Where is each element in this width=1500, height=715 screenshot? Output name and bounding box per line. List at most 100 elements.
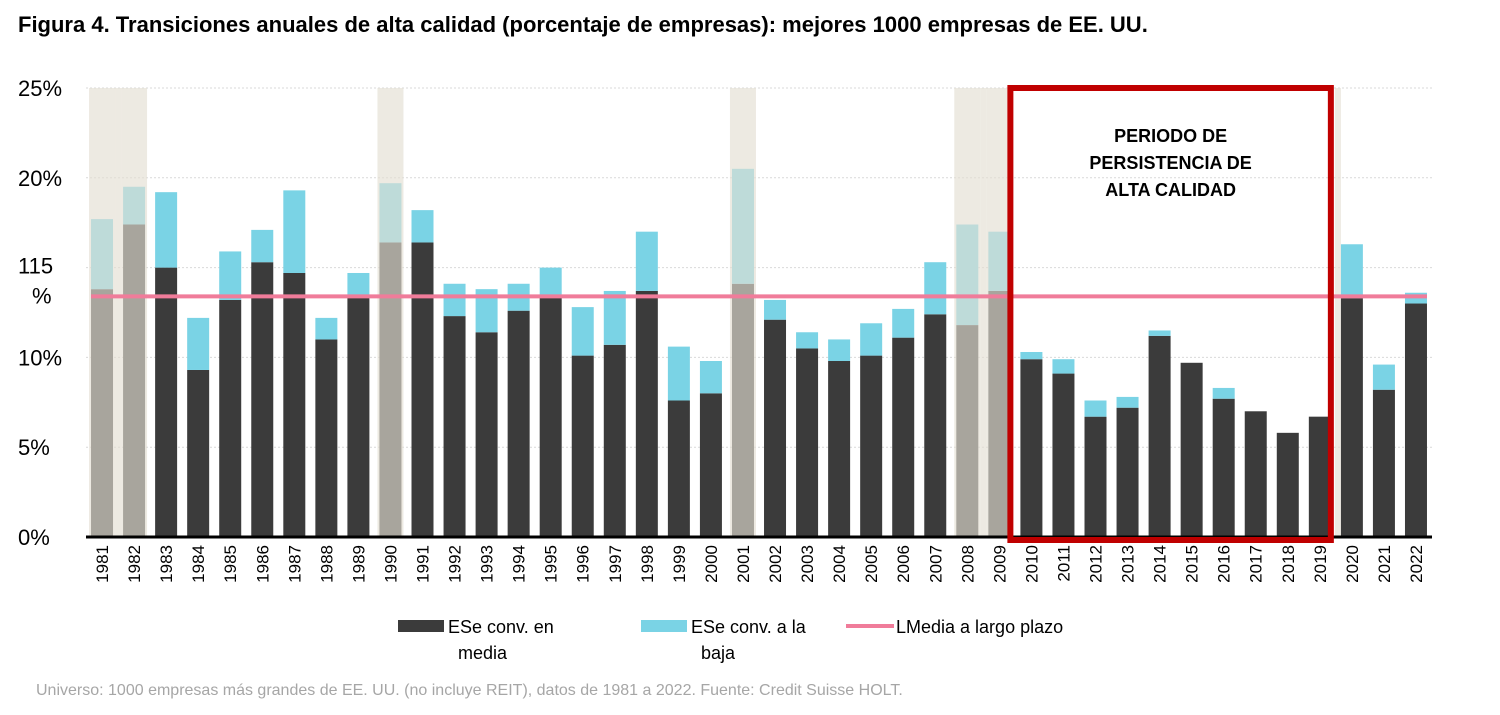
x-tick-label: 1990 (381, 545, 400, 583)
x-tick-label: 2004 (830, 545, 849, 583)
x-tick-label: 2006 (894, 545, 913, 583)
annotation-label: PERIODO DE PERSISTENCIA DE ALTA CALIDAD (1089, 126, 1251, 200)
recession-shade-1990 (377, 88, 404, 537)
x-tick-label: 2021 (1375, 545, 1394, 583)
bar-segment-2016-media (1212, 398, 1235, 537)
bar-segment-2017-media (1244, 411, 1267, 537)
x-tick-label: 1989 (349, 545, 368, 583)
bar-segment-2012-baja (1084, 400, 1107, 417)
bar-segment-2006-baja (892, 308, 915, 338)
legend-label: LMedia a largo plazo (896, 617, 1063, 637)
bar-segment-1991-media (411, 242, 434, 537)
x-tick-label: 2003 (798, 545, 817, 583)
bar-segment-2022-media (1404, 303, 1427, 537)
bar-segment-1994-media (507, 310, 530, 537)
y-tick-label: 5% (18, 435, 50, 460)
bar-segment-1997-baja (603, 290, 626, 345)
bar-segment-1988-baja (315, 317, 338, 340)
x-tick-label: 1985 (221, 545, 240, 583)
y-tick-label: 115% (18, 254, 53, 309)
chart-source: Universo: 1000 empresas más grandes de E… (36, 682, 903, 699)
x-tick-label: 2005 (862, 545, 881, 583)
bar-segment-2011-baja (1052, 359, 1075, 374)
bar-segment-1985-baja (219, 251, 242, 300)
bar-segment-2015-media (1180, 362, 1203, 537)
bar-segment-2005-media (860, 355, 883, 537)
x-tick-label: 1999 (670, 545, 689, 583)
bar-segment-1993-media (475, 332, 498, 537)
x-tick-label: 2000 (702, 545, 721, 583)
x-tick-label: 2002 (766, 545, 785, 583)
bar-segment-1983-media (155, 267, 178, 537)
x-tick-label: 1997 (606, 545, 625, 583)
y-tick-label: 25% (18, 76, 62, 101)
bar-segment-1988-media (315, 339, 338, 537)
bars (91, 168, 1427, 537)
recession-shade-1981 (89, 88, 116, 537)
bar-segment-2007-baja (924, 262, 947, 315)
x-tick-label: 1996 (574, 545, 593, 583)
x-tick-label: 1994 (510, 545, 529, 583)
legend: ESe conv. en media ESe conv. a la baja LMedi… (398, 617, 1063, 663)
bar-segment-1998-media (635, 290, 658, 537)
bar-segment-1992-baja (443, 283, 466, 317)
bar-segment-1996-baja (571, 307, 594, 356)
annotation-box (1007, 85, 1334, 543)
bar-segment-1985-media (219, 299, 242, 537)
x-tick-label: 2016 (1215, 545, 1234, 583)
x-tick-label: 2013 (1119, 545, 1138, 583)
x-tick-label: 2008 (958, 545, 977, 583)
bar-segment-1986-baja (251, 229, 274, 263)
x-tick-label: 2015 (1183, 545, 1202, 583)
bar-segment-2012-media (1084, 416, 1107, 537)
bar-segment-1992-media (443, 316, 466, 537)
x-tick-label: 2014 (1151, 545, 1170, 583)
x-tick-label: 1991 (414, 545, 433, 583)
x-tick-label: 1995 (542, 545, 561, 583)
gridlines (86, 87, 1432, 448)
bar-segment-1986-media (251, 262, 274, 537)
bar-segment-2003-media (796, 348, 819, 537)
x-tick-label: 2017 (1247, 545, 1266, 583)
bar-segment-2021-baja (1372, 364, 1395, 390)
bar-segment-1999-media (667, 400, 690, 537)
bar-segment-2003-baja (796, 332, 819, 349)
bar-segment-2005-baja (860, 323, 883, 356)
recession-shade-1982 (121, 88, 148, 537)
bar-segment-1991-baja (411, 210, 434, 243)
x-tick-label: 1993 (478, 545, 497, 583)
bar-segment-2011-media (1052, 373, 1075, 537)
bar-segment-1984-media (187, 369, 210, 537)
x-tick-label: 1982 (125, 545, 144, 583)
bar-segment-1997-media (603, 344, 626, 537)
recession-shade-gap (115, 88, 122, 537)
bar-segment-2013-baja (1116, 396, 1139, 408)
x-tick-label: 1981 (93, 545, 112, 583)
recession-shade-2020 (1334, 88, 1341, 537)
bar-segment-2004-media (828, 360, 851, 537)
x-tick-label: 1998 (638, 545, 657, 583)
x-tick-label: 2022 (1407, 545, 1426, 583)
bar-segment-2016-baja (1212, 387, 1235, 399)
x-tick-label: 1983 (157, 545, 176, 583)
bar-segment-2020-baja (1340, 244, 1363, 299)
bar-segment-2014-baja (1148, 330, 1171, 336)
x-tick-label: 1986 (253, 545, 272, 583)
bar-segment-2007-media (924, 314, 947, 537)
bar-segment-1996-media (571, 355, 594, 537)
x-tick-label: 2010 (1022, 545, 1041, 583)
recession-shade-2001 (729, 88, 756, 537)
bar-segment-1989-media (347, 294, 370, 537)
bar-segment-2021-media (1372, 389, 1395, 537)
x-axis-ticks: 1981 1982 1983 1984 1985 1986 1987 1988 1989 1990… (93, 545, 1426, 583)
x-tick-label: 2011 (1054, 545, 1073, 582)
bar-segment-1993-baja (475, 289, 498, 333)
bar-segment-2018-media (1276, 432, 1299, 537)
y-tick-label: 20% (18, 166, 62, 191)
x-tick-label: 2018 (1279, 545, 1298, 583)
annotation: PERIODO DE PERSISTENCIA DE ALTA CALIDAD (1007, 85, 1334, 543)
bar-segment-1998-baja (635, 231, 658, 291)
x-tick-label: 2007 (926, 545, 945, 583)
bar-segment-1984-baja (187, 317, 210, 370)
